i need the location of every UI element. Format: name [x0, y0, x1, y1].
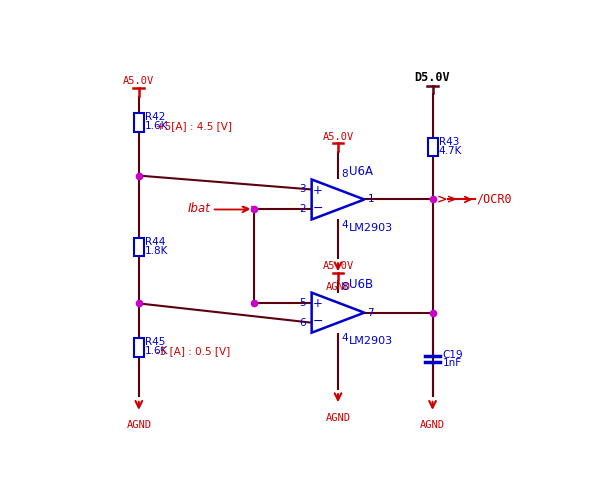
Text: 7: 7 — [368, 307, 374, 318]
Text: 1.6K: 1.6K — [145, 122, 169, 131]
Text: U6B: U6B — [349, 278, 373, 291]
Text: /OCR0: /OCR0 — [477, 193, 513, 206]
Text: 1.6K: 1.6K — [145, 346, 169, 356]
Text: 4.7K: 4.7K — [439, 146, 462, 156]
Text: LM2903: LM2903 — [349, 223, 393, 233]
Text: 6: 6 — [300, 318, 306, 327]
Text: 5: 5 — [300, 298, 306, 307]
Text: D5.0V: D5.0V — [415, 71, 451, 84]
Text: AGND: AGND — [325, 413, 350, 423]
Text: +: + — [313, 183, 323, 197]
Bar — [134, 113, 144, 132]
Text: R45: R45 — [145, 337, 166, 347]
Text: R43: R43 — [439, 137, 459, 147]
Bar — [427, 138, 437, 156]
Bar — [134, 238, 144, 257]
Text: 1.8K: 1.8K — [145, 246, 169, 256]
Text: +: + — [313, 297, 323, 310]
Text: R44: R44 — [145, 237, 166, 247]
Text: 3: 3 — [300, 184, 306, 194]
Text: >>: >> — [436, 193, 457, 206]
Text: 4: 4 — [341, 220, 347, 230]
Text: U6A: U6A — [349, 165, 373, 178]
Text: A5.0V: A5.0V — [322, 132, 353, 142]
Text: 1nF: 1nF — [443, 358, 462, 368]
Text: >>: >> — [242, 204, 258, 215]
Text: Ibat: Ibat — [187, 202, 210, 215]
Text: C19: C19 — [443, 350, 463, 360]
Text: −: − — [312, 315, 323, 328]
Text: A5.0V: A5.0V — [322, 261, 353, 271]
Text: 1: 1 — [368, 195, 374, 204]
Text: 4: 4 — [341, 333, 347, 344]
Text: 2: 2 — [300, 204, 306, 215]
Text: R42: R42 — [145, 112, 166, 122]
Text: −: − — [312, 202, 323, 215]
Text: AGND: AGND — [420, 421, 445, 430]
Text: AGND: AGND — [325, 282, 350, 292]
Text: 8: 8 — [341, 282, 347, 292]
Text: AGND: AGND — [126, 421, 151, 430]
Text: +5[A] : 4.5 [V]: +5[A] : 4.5 [V] — [156, 122, 232, 131]
Text: LM2903: LM2903 — [349, 336, 393, 346]
Text: A5.0V: A5.0V — [123, 76, 154, 86]
Text: 8: 8 — [341, 169, 347, 179]
Text: -5 [A] : 0.5 [V]: -5 [A] : 0.5 [V] — [156, 346, 230, 356]
Bar — [134, 338, 144, 357]
